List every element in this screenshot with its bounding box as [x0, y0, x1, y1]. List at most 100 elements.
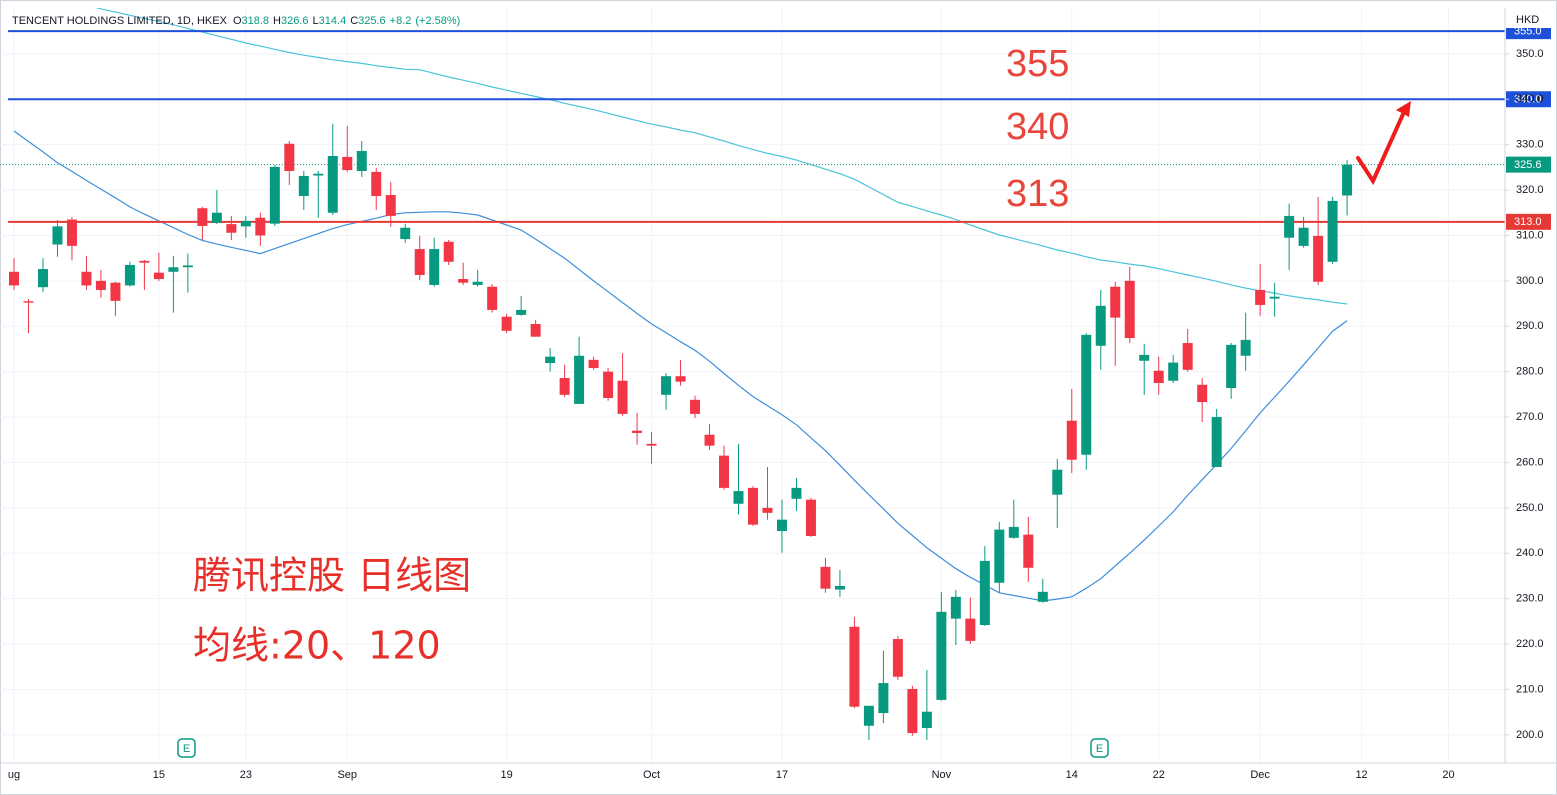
candle-body [269, 166, 280, 224]
candle-body [1298, 227, 1309, 246]
x-tick-label: 12 [1355, 769, 1367, 781]
candle-body [805, 499, 816, 537]
y-tick-label: 340.0 [1516, 93, 1544, 105]
annotation: 313 [1006, 173, 1069, 215]
candle-body [1255, 289, 1266, 305]
candle-body [733, 491, 744, 504]
legend-value: 325.6 [358, 15, 386, 27]
candle-body [255, 217, 266, 236]
candle-body [776, 519, 787, 532]
annotation: 340 [1006, 106, 1069, 148]
candle-body [1008, 526, 1019, 538]
candle-body [1168, 362, 1179, 381]
legend-value: 318.8 [242, 15, 270, 27]
earnings-marker: E [177, 738, 196, 758]
candle-body [849, 626, 860, 707]
candle-body [182, 265, 193, 268]
y-tick-label: 350.0 [1516, 48, 1544, 60]
candle-body [907, 688, 918, 734]
candle-body [284, 143, 295, 171]
legend-label: H [273, 15, 281, 27]
candle-body [950, 596, 961, 619]
candle-body [1124, 280, 1135, 339]
y-tick-label: 240.0 [1516, 547, 1544, 559]
candle-body [66, 219, 77, 246]
candle-body [892, 639, 903, 677]
y-tick-label: 290.0 [1516, 320, 1544, 332]
candle-body [52, 226, 63, 245]
y-tick-label: 310.0 [1516, 229, 1544, 241]
candle-body [298, 175, 309, 196]
candles [9, 123, 1353, 740]
candle-body [153, 272, 164, 280]
candle-body [1327, 200, 1338, 262]
candle-body [226, 224, 237, 233]
legend: TENCENT HOLDINGS LIMITED, 1D, HKEX O318.8… [12, 15, 460, 27]
candle-body [472, 281, 483, 285]
candle-body [458, 279, 469, 283]
earnings-label: E [1096, 743, 1103, 755]
candle-body [414, 249, 425, 275]
moving-average [13, 130, 1348, 602]
symbol: TENCENT HOLDINGS LIMITED, 1D, HKEX [12, 15, 228, 27]
candle-body [762, 507, 773, 513]
candle-body [863, 705, 874, 726]
candle-body [385, 195, 396, 216]
candle-body [559, 378, 570, 395]
x-tick-label: Nov [932, 769, 952, 781]
candle-body [1182, 343, 1193, 370]
x-tick-label: Oct [643, 769, 660, 781]
candle-body [574, 355, 585, 404]
candle-body [675, 376, 686, 382]
legend-change-pct: (+2.58%) [415, 15, 460, 27]
candle-body [965, 618, 976, 641]
candle-body [791, 487, 802, 499]
time-axis: ug 15 23 Sep 19 Oct 17 Nov 14 22 Dec 12 20 [8, 769, 1455, 781]
candle-body [646, 443, 657, 446]
level-label: 313.0 [1514, 216, 1542, 228]
candle-body [211, 212, 222, 223]
candle-body [1110, 286, 1121, 318]
arrow [1356, 110, 1406, 186]
candle-body [110, 282, 121, 301]
legend-change: +8.2 [390, 15, 412, 27]
candle-body [820, 566, 831, 589]
candle-body [1211, 417, 1222, 467]
candle-body [617, 380, 628, 414]
y-tick-label: 330.0 [1516, 139, 1544, 151]
y-tick-label: 200.0 [1516, 729, 1544, 741]
candle-body [327, 156, 338, 213]
x-tick-label: 19 [501, 769, 513, 781]
candle-body [168, 267, 179, 272]
candle-body [1153, 370, 1164, 384]
x-tick-label: 15 [153, 769, 165, 781]
candle-body [429, 249, 440, 285]
candle-body [661, 376, 672, 395]
x-tick-label: 17 [776, 769, 788, 781]
candle-body [834, 585, 845, 590]
candle-body [747, 487, 758, 525]
candle-body [95, 280, 106, 290]
candle-body [487, 286, 498, 310]
x-tick-label: Dec [1250, 769, 1270, 781]
x-tick-label: 14 [1066, 769, 1078, 781]
legend-label: O [233, 15, 242, 27]
candle-body [878, 683, 889, 714]
candle-body [1269, 296, 1280, 299]
y-tick-label: 320.0 [1516, 184, 1544, 196]
earnings-marker: E [1090, 738, 1109, 758]
candle-body [197, 208, 208, 226]
level-label: 340.0 [1514, 94, 1542, 106]
level-label-box [1506, 91, 1551, 108]
level-label-box [1506, 213, 1551, 230]
y-tick-label: 300.0 [1516, 275, 1544, 287]
candle-body [1037, 591, 1048, 602]
y-tick-label: 270.0 [1516, 411, 1544, 423]
candle-body [1313, 235, 1324, 282]
candle-body [690, 399, 701, 414]
candle-body [530, 323, 541, 337]
candle-body [9, 271, 19, 286]
level-label: 355.0 [1514, 26, 1542, 38]
candle-body [1066, 420, 1077, 460]
